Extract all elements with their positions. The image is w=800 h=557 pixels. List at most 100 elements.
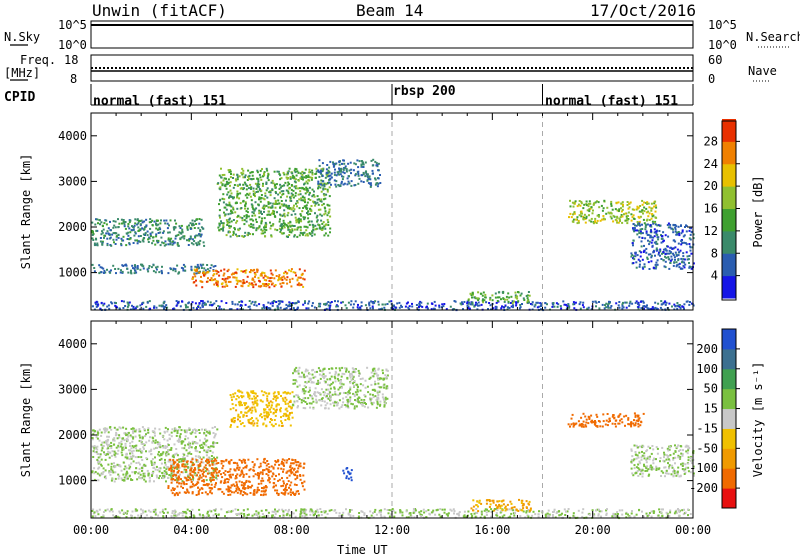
heatmap-cell bbox=[177, 463, 179, 465]
heatmap-cell bbox=[315, 387, 317, 389]
heatmap-cell bbox=[669, 250, 671, 252]
heatmap-cell bbox=[311, 221, 313, 223]
heatmap-cell bbox=[516, 295, 518, 297]
heatmap-cell bbox=[165, 304, 167, 306]
heatmap-cell bbox=[260, 483, 262, 485]
heatmap-cell bbox=[186, 429, 188, 431]
heatmap-cell bbox=[254, 281, 256, 283]
heatmap-cell bbox=[311, 381, 313, 383]
heatmap-cell bbox=[149, 228, 151, 230]
heatmap-cell bbox=[320, 170, 322, 172]
heatmap-cell bbox=[134, 222, 136, 224]
heatmap-cell bbox=[214, 426, 216, 428]
heatmap-cell bbox=[145, 457, 147, 459]
heatmap-cell bbox=[269, 214, 271, 216]
heatmap-cell bbox=[273, 467, 275, 469]
heatmap-cell bbox=[227, 481, 229, 483]
heatmap-cell bbox=[150, 449, 152, 451]
heatmap-cell bbox=[106, 269, 108, 271]
heatmap-cell bbox=[103, 270, 105, 272]
heatmap-cell bbox=[236, 462, 238, 464]
heatmap-cell bbox=[124, 225, 126, 227]
heatmap-cell bbox=[598, 216, 600, 218]
heatmap-cell bbox=[250, 187, 252, 189]
heatmap-cell bbox=[383, 387, 385, 389]
heatmap-cell bbox=[284, 182, 286, 184]
heatmap-cell bbox=[611, 213, 613, 215]
heatmap-cell bbox=[348, 175, 350, 177]
heatmap-cell bbox=[320, 199, 322, 201]
heatmap-cell bbox=[221, 467, 223, 469]
heatmap-cell bbox=[323, 221, 325, 223]
heatmap-cell bbox=[286, 283, 288, 285]
heatmap-cell bbox=[161, 305, 163, 307]
heatmap-cell bbox=[637, 254, 639, 256]
heatmap-cell bbox=[176, 265, 178, 267]
heatmap-cell bbox=[309, 199, 311, 201]
heatmap-cell bbox=[260, 399, 262, 401]
heatmap-cell bbox=[172, 478, 174, 480]
heatmap-cell bbox=[201, 487, 203, 489]
heatmap-cell bbox=[230, 426, 232, 428]
heatmap-cell bbox=[356, 394, 358, 396]
heatmap-cell bbox=[242, 494, 244, 496]
colorbar-tick-label: 24 bbox=[704, 157, 718, 171]
heatmap-cell bbox=[492, 299, 494, 301]
heatmap-cell bbox=[241, 217, 243, 219]
heatmap-cell bbox=[283, 272, 285, 274]
heatmap-cell bbox=[656, 234, 658, 236]
heatmap-cell bbox=[194, 227, 196, 229]
heatmap-cell bbox=[266, 395, 268, 397]
heatmap-cell bbox=[265, 425, 267, 427]
heatmap-cell bbox=[272, 486, 274, 488]
heatmap-cell bbox=[537, 306, 539, 308]
heatmap-cell bbox=[185, 492, 187, 494]
heatmap-cell bbox=[152, 240, 154, 242]
heatmap-cell bbox=[138, 472, 140, 474]
heatmap-cell bbox=[376, 407, 378, 409]
heatmap-cell bbox=[369, 393, 371, 395]
heatmap-cell bbox=[203, 245, 205, 247]
heatmap-cell bbox=[188, 225, 190, 227]
heatmap-cell bbox=[339, 399, 341, 401]
heatmap-cell bbox=[271, 402, 273, 404]
heatmap-cell bbox=[179, 426, 181, 428]
heatmap-cell bbox=[151, 231, 153, 233]
heatmap-cell bbox=[326, 168, 328, 170]
heatmap-cell bbox=[300, 193, 302, 195]
heatmap-cell bbox=[219, 215, 221, 217]
heatmap-cell bbox=[334, 388, 336, 390]
heatmap-cell bbox=[151, 242, 153, 244]
heatmap-cell bbox=[103, 235, 105, 237]
heatmap-cell bbox=[100, 435, 102, 437]
heatmap-cell bbox=[253, 475, 255, 477]
heatmap-cell bbox=[155, 267, 157, 269]
heatmap-cell bbox=[107, 464, 109, 466]
heatmap-cell bbox=[252, 420, 254, 422]
heatmap-cell bbox=[231, 420, 233, 422]
heatmap-cell bbox=[166, 454, 168, 456]
heatmap-cell bbox=[500, 298, 502, 300]
heatmap-cell bbox=[527, 300, 529, 302]
colorbar-swatch bbox=[722, 141, 736, 164]
heatmap-cell bbox=[582, 207, 584, 209]
heatmap-cell bbox=[225, 280, 227, 282]
heatmap-cell bbox=[182, 231, 184, 233]
heatmap-cell bbox=[589, 200, 591, 202]
heatmap-cell bbox=[313, 194, 315, 196]
heatmap-cell bbox=[262, 401, 264, 403]
heatmap-cell bbox=[188, 302, 190, 304]
heatmap-cell bbox=[328, 368, 330, 370]
heatmap-cell bbox=[655, 211, 657, 213]
heatmap-cell bbox=[137, 242, 139, 244]
heatmap-cell bbox=[681, 268, 683, 270]
heatmap-cell bbox=[594, 301, 596, 303]
heatmap-cell bbox=[240, 270, 242, 272]
heatmap-cell bbox=[240, 491, 242, 493]
heatmap-cell bbox=[145, 232, 147, 234]
heatmap-cell bbox=[236, 191, 238, 193]
heatmap-cell bbox=[140, 456, 142, 458]
heatmap-cell bbox=[356, 389, 358, 391]
heatmap-cell bbox=[184, 270, 186, 272]
heatmap-cell bbox=[247, 487, 249, 489]
